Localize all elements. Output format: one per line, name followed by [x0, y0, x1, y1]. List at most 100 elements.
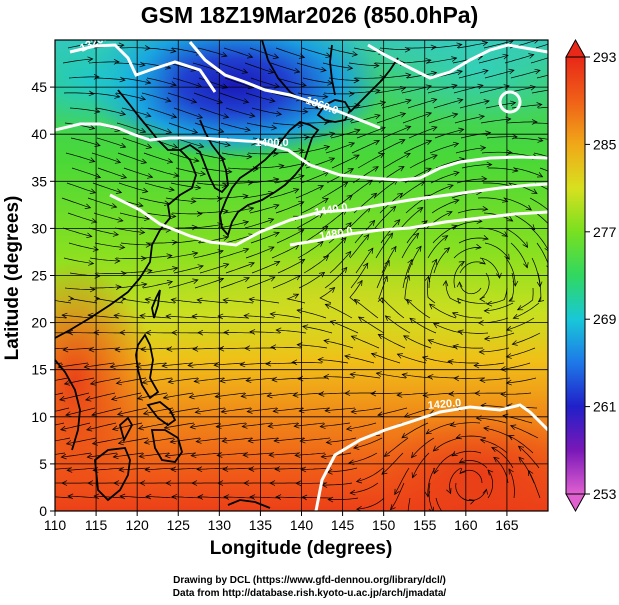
streamline [96, 137, 126, 148]
streamline [297, 309, 327, 319]
streamline-arrow [241, 423, 248, 429]
streamline [217, 195, 248, 199]
streamline-arrow [65, 440, 72, 446]
streamline-arrow [66, 467, 73, 473]
streamline [479, 257, 500, 279]
streamline [453, 84, 484, 94]
streamline [248, 437, 279, 442]
streamline [381, 297, 405, 319]
streamline-arrow [248, 261, 255, 268]
streamline-arrow [444, 247, 451, 254]
coast-new-guinea [227, 499, 271, 509]
streamline-arrow [425, 428, 432, 435]
streamline-arrow [350, 408, 357, 415]
streamline-arrow [269, 480, 276, 486]
streamline-arrow [221, 83, 229, 89]
streamline-arrow [384, 259, 390, 267]
streamline-arrow [512, 167, 519, 173]
streamline-arrow [300, 466, 307, 473]
streamline [88, 227, 119, 236]
streamline-arrow [379, 100, 387, 107]
streamline-arrow [196, 113, 204, 119]
streamline [480, 439, 508, 454]
streamline-arrow [119, 110, 127, 116]
streamline-arrow [531, 188, 538, 194]
contour-1480 [289, 210, 548, 247]
streamline-arrow [217, 313, 224, 320]
streamline [292, 362, 323, 364]
streamline [64, 377, 95, 385]
streamline [63, 257, 94, 264]
streamline [55, 452, 66, 455]
streamline [296, 212, 324, 229]
streamline-arrow [88, 260, 95, 266]
x-tick-label: 130 [208, 517, 232, 533]
streamline [538, 137, 548, 140]
streamline [481, 151, 513, 154]
streamline-arrow [93, 329, 100, 336]
streamline [223, 299, 254, 304]
streamline-arrow [91, 218, 98, 224]
streamline [115, 257, 147, 259]
streamline-arrow [117, 217, 124, 223]
streamline [241, 392, 272, 397]
streamline-arrow [94, 108, 101, 114]
streamline [488, 167, 518, 172]
streamline [172, 77, 202, 88]
streamline-arrow [404, 152, 411, 158]
streamline-arrow [223, 329, 230, 336]
streamline [348, 62, 379, 67]
streamline-arrow [140, 346, 147, 353]
streamline [328, 497, 359, 500]
streamline [68, 495, 99, 499]
streamline-arrow [387, 232, 394, 239]
streamline-arrow [92, 246, 99, 252]
streamline [218, 62, 248, 74]
streamline-arrow [220, 408, 227, 415]
streamline [55, 316, 67, 319]
streamline [62, 227, 92, 237]
streamline [248, 467, 280, 470]
streamline [453, 261, 465, 289]
streamline-arrow [60, 425, 67, 432]
streamline [506, 347, 536, 358]
streamline-arrow [36, 481, 41, 486]
streamline-arrow [324, 303, 331, 309]
streamline-arrow [475, 244, 482, 250]
streamline [323, 340, 354, 349]
streamline-arrow [557, 158, 563, 163]
height-contours [55, 41, 548, 511]
streamline-arrow [425, 111, 433, 118]
streamline-arrow [161, 362, 168, 369]
streamline-arrow [554, 53, 560, 58]
streamline [167, 252, 198, 259]
streamline [426, 57, 457, 64]
streamline [168, 279, 199, 289]
streamline [322, 209, 347, 229]
streamline-arrow [477, 83, 484, 90]
streamline [190, 422, 221, 428]
streamline-arrow [88, 346, 95, 353]
streamline-arrow [482, 488, 488, 495]
streamline [119, 47, 151, 49]
streamline-arrow [457, 98, 464, 104]
streamline-arrow [329, 286, 336, 293]
streamline [191, 197, 223, 200]
streamline [94, 77, 125, 81]
streamline [400, 207, 424, 229]
streamline-arrow [294, 68, 301, 74]
streamline-arrow [242, 98, 250, 104]
streamline [218, 315, 249, 319]
streamline-arrow [299, 258, 306, 265]
streamline-arrow [294, 452, 301, 458]
streamline-arrow [110, 395, 118, 402]
streamline-arrow [427, 374, 434, 380]
streamline-arrow [302, 108, 309, 115]
streamline [452, 312, 482, 319]
streamline [458, 70, 489, 79]
streamline [221, 152, 252, 158]
streamline-arrow [139, 480, 146, 486]
streamline-arrow [453, 170, 460, 177]
x-tick-label: 110 [44, 517, 67, 533]
streamline-arrow [143, 439, 150, 445]
